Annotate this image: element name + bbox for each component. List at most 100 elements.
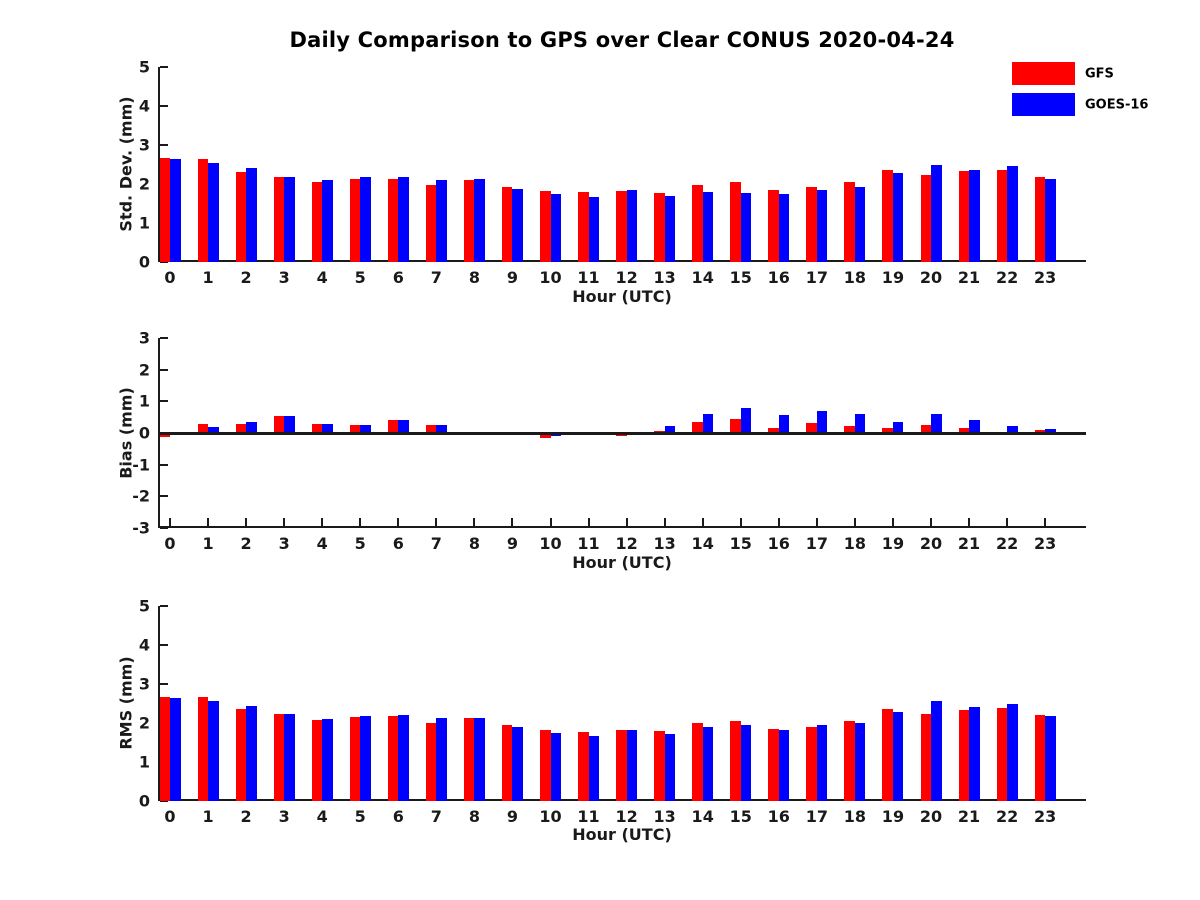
bar-goes-16-hour-2 bbox=[246, 421, 257, 433]
bar-gfs-hour-9 bbox=[501, 725, 513, 801]
bar-gfs-hour-17 bbox=[806, 187, 817, 262]
bar-gfs-hour-7 bbox=[425, 425, 437, 433]
x-tick-label-bias: 21 bbox=[957, 534, 981, 553]
bar-gfs-hour-3 bbox=[273, 714, 285, 801]
bar-goes-16-hour-21 bbox=[969, 420, 980, 433]
x-tick-label-stddev: 20 bbox=[919, 268, 943, 287]
x-tick-bias bbox=[207, 518, 210, 526]
bar-goes-16-hour-4 bbox=[322, 180, 333, 262]
x-tick-label-stddev: 16 bbox=[767, 268, 790, 287]
bar-goes-16-hour-15 bbox=[740, 193, 752, 262]
x-tick-label-stddev: 4 bbox=[316, 268, 328, 287]
y-tick-label-bias: 2 bbox=[138, 360, 150, 380]
bar-gfs-hour-20 bbox=[920, 175, 931, 262]
x-tick-label-bias: 19 bbox=[881, 534, 905, 553]
legend-swatch-goes16 bbox=[1012, 93, 1075, 116]
x-tick-bias bbox=[625, 518, 628, 526]
bar-goes-16-hour-3 bbox=[284, 714, 295, 801]
bar-gfs-hour-5 bbox=[349, 178, 361, 262]
bar-goes-16-hour-17 bbox=[816, 190, 828, 262]
bar-gfs-hour-11 bbox=[578, 731, 589, 801]
y-tick-label-stddev: 2 bbox=[138, 174, 150, 194]
bar-goes-16-hour-23 bbox=[1045, 178, 1056, 262]
bar-goes-16-hour-21 bbox=[969, 707, 980, 801]
y-tick-rms bbox=[160, 800, 168, 802]
y-axis-label-stddev: Std. Dev. (mm) bbox=[116, 96, 136, 232]
x-tick-label-bias: 4 bbox=[316, 534, 328, 553]
bar-gfs-hour-16 bbox=[768, 428, 779, 433]
x-tick-label-bias: 6 bbox=[392, 534, 404, 553]
x-tick-bias bbox=[587, 518, 590, 526]
bar-gfs-hour-13 bbox=[654, 731, 665, 801]
x-tick-label-stddev: 15 bbox=[729, 268, 752, 287]
bar-goes-16-hour-10 bbox=[550, 193, 561, 262]
x-tick-label-rms: 18 bbox=[843, 807, 867, 826]
bar-gfs-hour-4 bbox=[311, 720, 323, 801]
x-tick-bias bbox=[359, 518, 362, 526]
bar-gfs-hour-17 bbox=[806, 422, 817, 433]
y-tick-label-rms: 5 bbox=[138, 596, 150, 616]
bar-goes-16-hour-19 bbox=[892, 711, 904, 801]
y-tick-label-stddev: 5 bbox=[138, 57, 150, 77]
y-tick-label-bias: -3 bbox=[132, 518, 150, 538]
y-tick-label-stddev: 4 bbox=[138, 96, 150, 116]
bar-gfs-hour-22 bbox=[996, 169, 1008, 262]
bar-goes-16-hour-11 bbox=[588, 736, 600, 801]
bar-gfs-hour-5 bbox=[349, 425, 361, 433]
bar-goes-16-hour-7 bbox=[436, 179, 447, 262]
x-tick-bias bbox=[701, 518, 704, 526]
bar-goes-16-hour-3 bbox=[284, 176, 295, 262]
bar-gfs-hour-2 bbox=[235, 709, 247, 801]
bar-goes-16-hour-8 bbox=[474, 178, 485, 262]
x-tick-label-stddev: 14 bbox=[691, 268, 714, 287]
x-tick-bias bbox=[663, 518, 666, 526]
bar-gfs-hour-0 bbox=[159, 433, 170, 437]
bar-gfs-hour-1 bbox=[197, 424, 209, 433]
bar-gfs-hour-14 bbox=[692, 184, 703, 262]
bar-goes-16-hour-0 bbox=[170, 698, 181, 801]
x-tick-label-rms: 9 bbox=[506, 807, 519, 826]
x-tick-label-stddev: 3 bbox=[278, 268, 290, 287]
chart-title: Daily Comparison to GPS over Clear CONUS… bbox=[289, 28, 955, 52]
x-tick-bias bbox=[549, 518, 552, 526]
x-tick-bias bbox=[815, 518, 818, 526]
bar-goes-16-hour-20 bbox=[931, 165, 942, 262]
x-tick-label-rms: 23 bbox=[1034, 807, 1057, 826]
x-tick-label-stddev: 2 bbox=[240, 268, 252, 287]
x-tick-label-rms: 11 bbox=[577, 807, 600, 826]
bar-gfs-hour-4 bbox=[311, 181, 323, 262]
bar-goes-16-hour-22 bbox=[1007, 166, 1018, 262]
bar-goes-16-hour-21 bbox=[969, 169, 980, 262]
bar-goes-16-hour-9 bbox=[512, 189, 523, 262]
y-tick-stddev bbox=[160, 105, 168, 107]
x-tick-label-stddev: 18 bbox=[843, 268, 867, 287]
x-tick-label-stddev: 8 bbox=[468, 268, 480, 287]
x-tick-label-rms: 22 bbox=[995, 807, 1019, 826]
bar-goes-16-hour-4 bbox=[322, 719, 333, 801]
bar-goes-16-hour-13 bbox=[664, 426, 676, 433]
bar-gfs-hour-6 bbox=[387, 178, 399, 262]
bar-gfs-hour-10 bbox=[540, 433, 551, 439]
bar-goes-16-hour-15 bbox=[740, 725, 752, 801]
bar-goes-16-hour-7 bbox=[436, 424, 447, 433]
y-tick-label-rms: 4 bbox=[138, 635, 150, 655]
bar-goes-16-hour-1 bbox=[208, 701, 219, 801]
y-tick-rms bbox=[160, 644, 168, 646]
x-tick-label-bias: 7 bbox=[430, 534, 442, 553]
x-tick-bias bbox=[1006, 518, 1009, 526]
bar-goes-16-hour-20 bbox=[931, 414, 942, 433]
x-tick-label-rms: 3 bbox=[278, 807, 290, 826]
bar-gfs-hour-7 bbox=[425, 723, 437, 801]
x-tick-bias bbox=[511, 518, 514, 526]
x-tick-label-bias: 13 bbox=[653, 534, 676, 553]
y-tick-rms bbox=[160, 683, 168, 685]
bar-goes-16-hour-11 bbox=[588, 196, 600, 262]
x-tick-bias bbox=[1044, 518, 1047, 526]
x-tick-bias bbox=[473, 518, 476, 526]
bar-goes-16-hour-16 bbox=[778, 414, 790, 433]
x-tick-label-stddev: 10 bbox=[539, 268, 562, 287]
bar-goes-16-hour-10 bbox=[550, 733, 561, 801]
x-tick-bias bbox=[321, 518, 324, 526]
x-tick-label-stddev: 6 bbox=[392, 268, 404, 287]
x-tick-label-bias: 9 bbox=[506, 534, 519, 553]
